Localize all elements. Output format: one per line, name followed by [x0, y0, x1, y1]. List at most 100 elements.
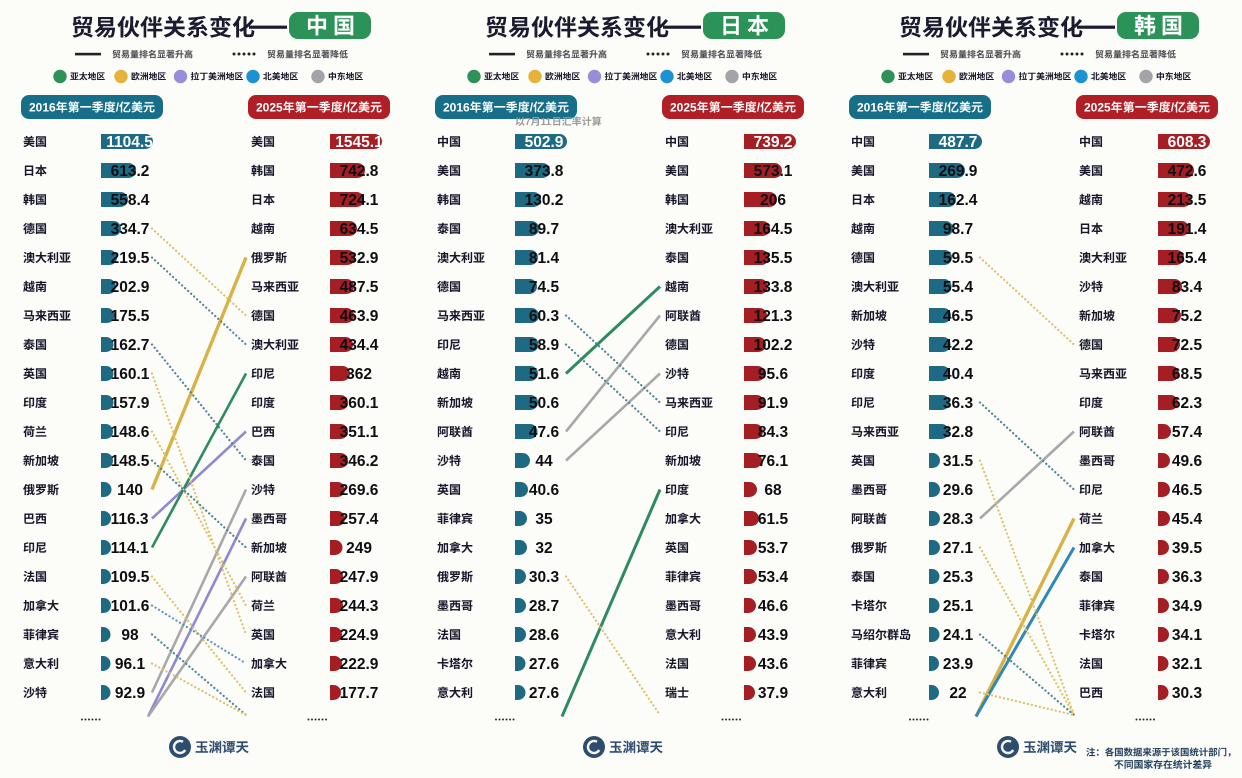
svg-text:40.4: 40.4: [943, 366, 974, 383]
svg-text:2025: 2025: [256, 101, 283, 115]
svg-text:91.9: 91.9: [758, 395, 789, 412]
svg-text:742.8: 742.8: [340, 163, 379, 180]
svg-text:62.3: 62.3: [1172, 395, 1203, 412]
svg-text:49.6: 49.6: [1172, 453, 1203, 470]
svg-text:1545.1: 1545.1: [335, 134, 383, 151]
svg-text:148.6: 148.6: [111, 424, 150, 441]
svg-text:92.9: 92.9: [115, 685, 146, 702]
svg-text:53.4: 53.4: [758, 569, 789, 586]
svg-text:43.6: 43.6: [758, 656, 789, 673]
svg-text:32.1: 32.1: [1172, 656, 1203, 673]
svg-text:59.5: 59.5: [943, 250, 974, 267]
svg-text:140: 140: [117, 482, 143, 499]
svg-text:28.7: 28.7: [529, 598, 559, 615]
svg-text:96.1: 96.1: [115, 656, 146, 673]
svg-text:81.4: 81.4: [529, 250, 560, 267]
svg-text:244.3: 244.3: [340, 598, 379, 615]
svg-text:46.6: 46.6: [758, 598, 789, 615]
svg-text:608.3: 608.3: [1168, 134, 1207, 151]
svg-text:/: /: [1171, 101, 1175, 115]
svg-text:28.6: 28.6: [529, 627, 560, 644]
svg-text:346.2: 346.2: [340, 453, 379, 470]
svg-text:487.5: 487.5: [340, 279, 379, 296]
svg-text:334.7: 334.7: [111, 221, 150, 238]
svg-text:121.3: 121.3: [754, 308, 793, 325]
svg-text:2016: 2016: [29, 101, 56, 115]
svg-text:45.4: 45.4: [1172, 511, 1203, 528]
svg-text:724.1: 724.1: [340, 192, 379, 209]
svg-text:177.7: 177.7: [340, 685, 379, 702]
svg-text:84.3: 84.3: [758, 424, 789, 441]
svg-text:28.3: 28.3: [943, 511, 974, 528]
svg-text:53.7: 53.7: [758, 540, 788, 557]
svg-text:101.6: 101.6: [111, 598, 150, 615]
svg-text:2016: 2016: [443, 101, 470, 115]
svg-text:213.5: 213.5: [1168, 192, 1207, 209]
svg-text:257.4: 257.4: [340, 511, 379, 528]
svg-text:116.3: 116.3: [111, 511, 149, 528]
svg-text:206: 206: [760, 192, 786, 209]
svg-text:360.1: 360.1: [340, 395, 379, 412]
svg-text:98.7: 98.7: [943, 221, 973, 238]
svg-text:27.6: 27.6: [529, 656, 560, 673]
svg-text:46.5: 46.5: [943, 308, 974, 325]
svg-text:175.5: 175.5: [111, 308, 150, 325]
svg-text:219.5: 219.5: [111, 250, 150, 267]
svg-text:68: 68: [764, 482, 782, 499]
svg-text:95.6: 95.6: [758, 366, 789, 383]
svg-text:373.8: 373.8: [525, 163, 564, 180]
svg-text:43.9: 43.9: [758, 627, 789, 644]
svg-text:40.6: 40.6: [529, 482, 560, 499]
svg-text:109.5: 109.5: [111, 569, 150, 586]
svg-text:1104.5: 1104.5: [106, 134, 153, 151]
svg-text:51.6: 51.6: [529, 366, 560, 383]
svg-text:30.3: 30.3: [1172, 685, 1203, 702]
svg-text:89.7: 89.7: [529, 221, 559, 238]
svg-text:502.9: 502.9: [525, 134, 564, 151]
svg-text:162.4: 162.4: [939, 192, 978, 209]
svg-text:32: 32: [535, 540, 552, 557]
svg-text:60.3: 60.3: [529, 308, 560, 325]
svg-text:532.9: 532.9: [340, 250, 379, 267]
svg-text:98: 98: [121, 627, 139, 644]
svg-text:83.4: 83.4: [1172, 279, 1203, 296]
svg-text:27.1: 27.1: [943, 540, 974, 557]
svg-text:57.4: 57.4: [1172, 424, 1203, 441]
svg-text:165.4: 165.4: [1168, 250, 1207, 267]
svg-text:162.7: 162.7: [111, 337, 150, 354]
svg-text:634.5: 634.5: [340, 221, 379, 238]
svg-text:269.6: 269.6: [340, 482, 379, 499]
svg-text:68.5: 68.5: [1172, 366, 1203, 383]
svg-text:739.2: 739.2: [754, 134, 793, 151]
svg-text:23.9: 23.9: [943, 656, 974, 673]
svg-text:31.5: 31.5: [943, 453, 974, 470]
svg-text:133.8: 133.8: [754, 279, 793, 296]
svg-text:61.5: 61.5: [758, 511, 789, 528]
svg-text:30.3: 30.3: [529, 569, 560, 586]
svg-text:148.5: 148.5: [111, 453, 150, 470]
svg-text:36.3: 36.3: [1172, 569, 1203, 586]
svg-text:25.3: 25.3: [943, 569, 974, 586]
svg-text:130.2: 130.2: [525, 192, 564, 209]
svg-text:55.4: 55.4: [943, 279, 974, 296]
svg-text:32.8: 32.8: [943, 424, 974, 441]
svg-text:487.7: 487.7: [939, 134, 978, 151]
svg-text:463.9: 463.9: [340, 308, 379, 325]
svg-text:34.1: 34.1: [1172, 627, 1203, 644]
svg-text:58.9: 58.9: [529, 337, 560, 354]
svg-text:613.2: 613.2: [111, 163, 150, 180]
svg-text:573.1: 573.1: [754, 163, 793, 180]
svg-text:46.5: 46.5: [1172, 482, 1203, 499]
svg-text:434.4: 434.4: [340, 337, 379, 354]
svg-text:42.2: 42.2: [943, 337, 973, 354]
svg-text:269.9: 269.9: [939, 163, 978, 180]
svg-text:/: /: [757, 101, 761, 115]
svg-text:222.9: 222.9: [340, 656, 379, 673]
svg-text:/: /: [944, 101, 948, 115]
svg-text:558.4: 558.4: [111, 192, 150, 209]
svg-text:114.1: 114.1: [111, 540, 149, 557]
svg-text:35: 35: [535, 511, 553, 528]
svg-text:/: /: [530, 101, 534, 115]
svg-text:72.5: 72.5: [1172, 337, 1203, 354]
svg-text:25.1: 25.1: [943, 598, 974, 615]
